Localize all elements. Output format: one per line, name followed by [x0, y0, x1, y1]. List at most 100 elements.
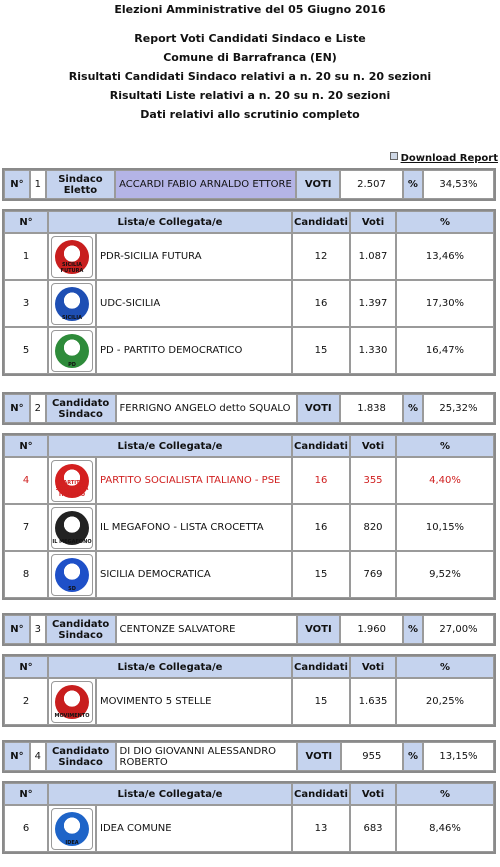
idea-comune-logo: IDEA	[51, 807, 93, 850]
report-header: Elezioni Amministrative del 05 Giugno 20…	[0, 0, 500, 124]
list-candidati: 13	[292, 805, 350, 852]
lists-header-row: N° Lista/e Collegata/e Candidati Voti %	[4, 211, 494, 233]
lists-header-row: N° Lista/e Collegata/e Candidati Voti %	[4, 783, 494, 805]
candidate-name: ACCARDI FABIO ARNALDO ETTORE	[115, 170, 297, 199]
list-votes: 820	[350, 504, 396, 551]
logo-lettering: SICILIA FUTURA	[60, 261, 84, 274]
votes-label: VOTI	[296, 615, 341, 644]
udc-sicilia-logo: SICILIA	[51, 282, 93, 325]
list-logo-cell: IL MEGAFONO	[48, 504, 96, 551]
logo-lettering: SD	[68, 585, 76, 592]
logo-lettering: PARTITO SOCIALISTA ITALIANO	[55, 479, 89, 498]
sicilia-democratica-logo: SD	[51, 553, 93, 596]
candidate-number: 2	[29, 394, 46, 423]
col-n-header: N°	[4, 783, 48, 805]
col-voti-header: Voti	[350, 656, 396, 678]
psi-logo: PARTITO SOCIALISTA ITALIANO	[51, 459, 93, 502]
candidate-block: N° 4 Candidato Sindaco DI DIO GIOVANNI A…	[2, 740, 498, 854]
list-pct: 8,46%	[396, 805, 494, 852]
list-logo-cell: MOVIMENTO	[48, 678, 96, 725]
candidate-type: Candidato Sindaco	[45, 394, 116, 423]
list-name: IDEA COMUNE	[96, 805, 292, 852]
lists-table: N° Lista/e Collegata/e Candidati Voti % …	[2, 781, 496, 854]
col-voti-header: Voti	[350, 783, 396, 805]
candidate-number: 4	[29, 742, 46, 771]
col-candidati-header: Candidati	[292, 211, 350, 233]
col-pct-header: %	[396, 211, 494, 233]
list-name: IL MEGAFONO - LISTA CROCETTA	[96, 504, 292, 551]
col-lista-header: Lista/e Collegata/e	[48, 656, 292, 678]
candidate-pct: 34,53%	[422, 170, 494, 199]
list-number: 7	[4, 504, 48, 551]
list-logo-cell: PARTITO SOCIALISTA ITALIANO	[48, 457, 96, 504]
col-candidati-header: Candidati	[292, 435, 350, 457]
pct-label: %	[403, 394, 423, 423]
list-pct: 20,25%	[396, 678, 494, 725]
municipality: Comune di Barrafranca (EN)	[163, 51, 337, 64]
list-number: 1	[4, 233, 48, 280]
pct-label: %	[403, 742, 423, 771]
col-pct-header: %	[396, 783, 494, 805]
report-title: Report Voti Candidati Sindaco e Liste	[134, 32, 366, 45]
col-n-header: N°	[4, 435, 48, 457]
list-name: PDR-SICILIA FUTURA	[96, 233, 292, 280]
list-pct: 16,47%	[396, 327, 494, 374]
n-label: N°	[4, 742, 30, 771]
logo-lettering: IL MEGAFONO	[52, 538, 92, 545]
table-row: 1 SICILIA FUTURA PDR-SICILIA FUTURA 12 1…	[4, 233, 494, 280]
logo-lettering: IDEA	[65, 839, 79, 846]
list-number: 8	[4, 551, 48, 598]
lists-table: N° Lista/e Collegata/e Candidati Voti % …	[2, 433, 496, 600]
col-candidati-header: Candidati	[292, 783, 350, 805]
liste-sections-info: Risultati Liste relativi a n. 20 su n. 2…	[109, 89, 391, 102]
pdr-sicilia-futura-logo: SICILIA FUTURA	[51, 235, 93, 278]
list-pct: 17,30%	[396, 280, 494, 327]
download-report[interactable]: Download Report	[389, 152, 498, 164]
lists-header-row: N° Lista/e Collegata/e Candidati Voti %	[4, 656, 494, 678]
download-report-link[interactable]: Download Report	[400, 153, 498, 164]
list-number: 4	[4, 457, 48, 504]
list-name: PARTITO SOCIALISTA ITALIANO - PSE	[96, 457, 292, 504]
lists-table: N° Lista/e Collegata/e Candidati Voti % …	[2, 209, 496, 376]
list-logo-cell: SICILIA	[48, 280, 96, 327]
megafono-logo: IL MEGAFONO	[51, 506, 93, 549]
col-n-header: N°	[4, 211, 48, 233]
list-number: 3	[4, 280, 48, 327]
list-number: 2	[4, 678, 48, 725]
col-pct-header: %	[396, 435, 494, 457]
votes-label: VOTI	[296, 170, 340, 199]
candidate-number: 1	[29, 170, 46, 199]
election-title: Elezioni Amministrative del 05 Giugno 20…	[114, 3, 386, 16]
n-label: N°	[4, 394, 30, 423]
list-candidati: 12	[292, 233, 350, 280]
list-logo-cell: SD	[48, 551, 96, 598]
candidate-number: 3	[29, 615, 46, 644]
candidate-name: CENTONZE SALVATORE	[115, 615, 297, 644]
col-n-header: N°	[4, 656, 48, 678]
candidate-row: N° 1 Sindaco Eletto ACCARDI FABIO ARNALD…	[2, 168, 496, 201]
list-logo-cell: PD	[48, 327, 96, 374]
candidate-pct: 27,00%	[422, 615, 494, 644]
table-row: 4 PARTITO SOCIALISTA ITALIANO PARTITO SO…	[4, 457, 494, 504]
pct-label: %	[403, 615, 423, 644]
movimento-5-stelle-logo: MOVIMENTO	[51, 680, 93, 723]
candidate-type: Sindaco Eletto	[45, 170, 116, 199]
list-pct: 13,46%	[396, 233, 494, 280]
logo-lettering: PD	[68, 361, 76, 368]
list-votes: 1.087	[350, 233, 396, 280]
list-votes: 769	[350, 551, 396, 598]
scrutinio-status: Dati relativi allo scrutinio completo	[140, 108, 360, 121]
candidate-row: N° 2 Candidato Sindaco FERRIGNO ANGELO d…	[2, 392, 496, 425]
col-candidati-header: Candidati	[292, 656, 350, 678]
list-candidati: 15	[292, 551, 350, 598]
list-logo-cell: IDEA	[48, 805, 96, 852]
table-row: 8 SD SICILIA DEMOCRATICA 15 769 9,52%	[4, 551, 494, 598]
sindaco-sections-info: Risultati Candidati Sindaco relativi a n…	[68, 70, 432, 83]
votes-label: VOTI	[297, 742, 341, 771]
candidate-row: N° 4 Candidato Sindaco DI DIO GIOVANNI A…	[2, 740, 496, 773]
col-voti-header: Voti	[350, 435, 396, 457]
list-name: UDC-SICILIA	[96, 280, 292, 327]
table-row: 5 PD PD - PARTITO DEMOCRATICO 15 1.330 1…	[4, 327, 494, 374]
candidate-pct: 13,15%	[422, 742, 494, 771]
pct-label: %	[402, 170, 423, 199]
